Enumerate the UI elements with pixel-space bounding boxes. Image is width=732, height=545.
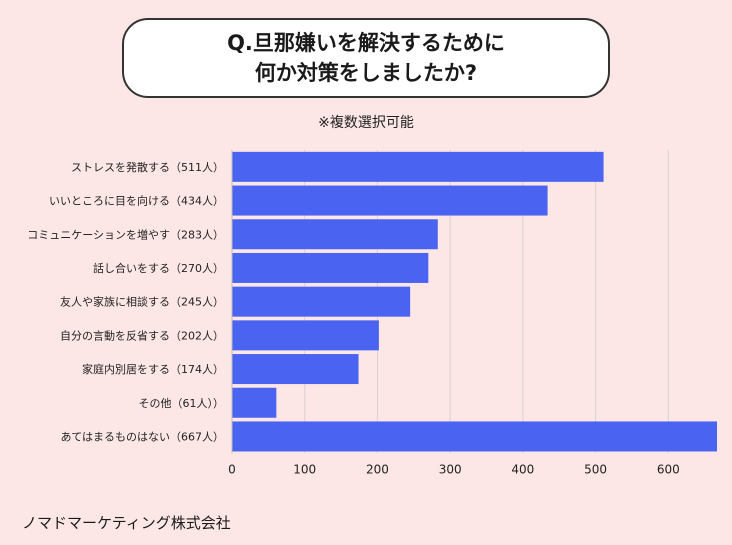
title-line-1: Q.旦那嫌いを解決するために [227,31,505,55]
chart-subtitle: ※複数選択可能 [318,115,414,131]
x-tick-label: 200 [366,462,389,476]
bar-5 [232,320,379,351]
bar-1 [232,185,548,216]
x-tick-label: 300 [439,462,462,476]
category-label: その他（61人）） [139,397,225,410]
bar-6 [232,354,359,385]
bar-7 [232,387,277,418]
category-label: コミュニケーションを増やす（283人） [27,228,224,241]
bar-0 [232,151,604,182]
bar-2 [232,219,438,250]
bar-4 [232,286,411,317]
category-label: いいところに目を向ける（434人） [49,194,224,208]
category-label: 話し合いをする（270人） [93,261,224,275]
category-label: 友人や家族に相談する（245人） [60,295,224,309]
company-name: ノマドマーケティング株式会社 [22,514,231,532]
x-tick-label: 100 [293,462,316,476]
category-label: あてはまるものはない（667人） [60,430,224,443]
bar-chart: 0 100 200 300 400 500 600 ストレスを発散する（511人） いいところに… [27,150,717,476]
x-tick-label: 600 [657,462,680,476]
x-tick-label: 500 [584,462,607,476]
bar-8 [232,421,717,452]
category-label: 家庭内別居をする（174人） [82,362,224,376]
x-tick-label: 400 [511,462,534,476]
category-label: ストレスを発散する（511人） [71,160,224,174]
category-label: 自分の言動を反省する（202人） [60,328,224,342]
question-title-box: Q.旦那嫌いを解決するために 何か対策をしましたか? [122,18,610,98]
bar-3 [232,252,429,283]
x-tick-label: 0 [228,462,236,476]
title-line-2: 何か対策をしましたか? [254,61,478,85]
